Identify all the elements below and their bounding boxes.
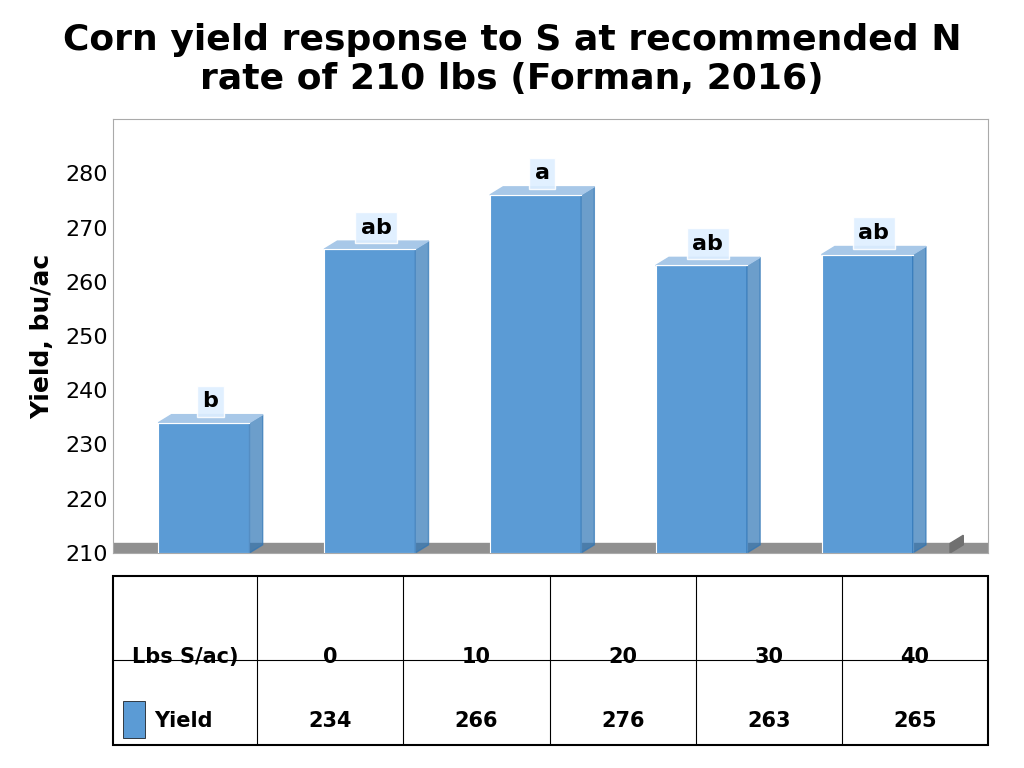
Text: 30: 30: [755, 647, 783, 667]
Polygon shape: [250, 415, 263, 553]
Text: ab: ab: [858, 223, 889, 243]
Polygon shape: [655, 257, 760, 266]
Text: b: b: [203, 391, 218, 411]
Bar: [123, 701, 145, 738]
Text: Corn yield response to S at recommended N
rate of 210 lbs (Forman, 2016): Corn yield response to S at recommended …: [62, 23, 962, 97]
Text: 266: 266: [455, 711, 498, 731]
Text: a: a: [535, 164, 550, 184]
Polygon shape: [821, 247, 926, 255]
Text: 234: 234: [308, 711, 352, 731]
Text: ab: ab: [692, 234, 723, 254]
Bar: [113, 544, 988, 553]
Text: 276: 276: [601, 711, 644, 731]
Text: 40: 40: [900, 647, 930, 667]
Text: Yield: Yield: [154, 711, 212, 731]
Polygon shape: [324, 241, 428, 249]
Text: ab: ab: [360, 217, 392, 237]
Text: 10: 10: [462, 647, 490, 667]
FancyBboxPatch shape: [159, 422, 250, 553]
Polygon shape: [581, 187, 594, 553]
Text: 20: 20: [608, 647, 637, 667]
Text: 0: 0: [323, 647, 338, 667]
Polygon shape: [950, 535, 964, 553]
Text: Lbs S/ac): Lbs S/ac): [132, 647, 239, 667]
FancyBboxPatch shape: [655, 266, 746, 553]
Polygon shape: [912, 247, 926, 553]
Polygon shape: [746, 257, 760, 553]
Text: 265: 265: [893, 711, 937, 731]
FancyBboxPatch shape: [489, 195, 581, 553]
Polygon shape: [489, 187, 594, 195]
FancyBboxPatch shape: [324, 249, 416, 553]
Y-axis label: Yield, bu/ac: Yield, bu/ac: [30, 253, 54, 419]
Text: 263: 263: [748, 711, 791, 731]
FancyBboxPatch shape: [821, 255, 912, 553]
Polygon shape: [159, 415, 263, 422]
Polygon shape: [416, 241, 428, 553]
